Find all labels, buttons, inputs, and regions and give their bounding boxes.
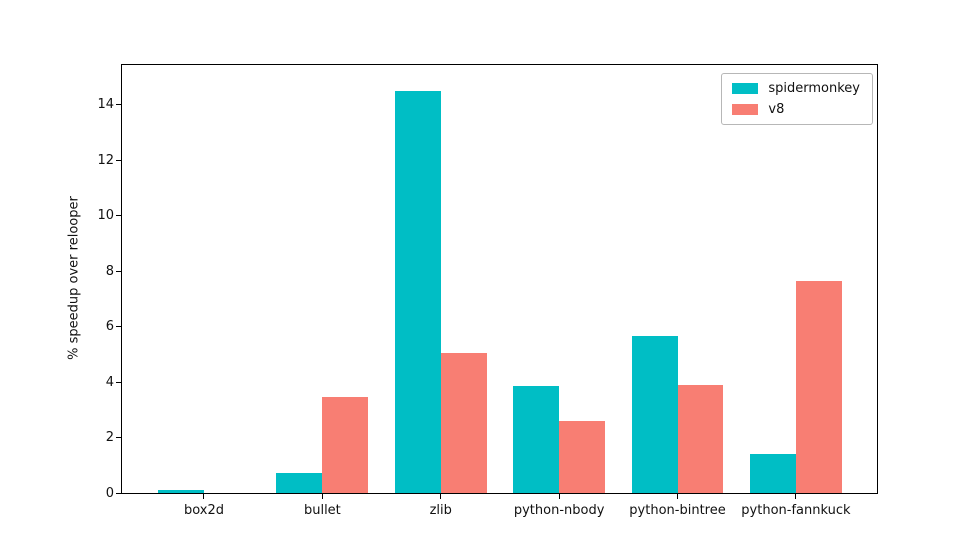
x-tick-mark (440, 494, 442, 499)
bar-spidermonkey-python-fannkuck (749, 454, 796, 493)
bar-spidermonkey-python-bintree (631, 336, 678, 493)
legend-entry-v8: v8 (732, 102, 860, 117)
x-tick-label-bullet: bullet (303, 503, 341, 518)
y-tick-label-4: 4 (105, 374, 114, 390)
bar-spidermonkey-python-nbody (513, 385, 560, 493)
bar-v8-python-bintree (677, 384, 724, 493)
y-tick-mark (116, 326, 121, 328)
bar-v8-zlib (440, 352, 487, 493)
bar-spidermonkey-bullet (276, 473, 323, 493)
legend-entry-spidermonkey: spidermonkey (732, 81, 860, 96)
x-tick-mark (203, 494, 205, 499)
x-tick-label-python-bintree: python-bintree (629, 503, 726, 518)
x-tick-label-python-fannkuck: python-fannkuck (741, 503, 851, 518)
y-tick-label-14: 14 (97, 97, 114, 113)
legend-box: spidermonkey v8 (721, 73, 873, 125)
y-tick-mark (116, 381, 121, 383)
bar-v8-python-nbody (559, 420, 606, 493)
legend-label-spidermonkey: spidermonkey (768, 81, 860, 96)
y-tick-mark (116, 104, 121, 106)
x-tick-label-box2d: box2d (183, 503, 224, 518)
legend-swatch-icon (732, 104, 759, 115)
legend-swatch-icon (732, 83, 759, 94)
y-tick-mark (116, 437, 121, 439)
y-tick-label-8: 8 (105, 263, 114, 279)
x-tick-label-zlib: zlib (429, 503, 452, 518)
x-tick-mark (321, 494, 323, 499)
y-tick-mark (116, 159, 121, 161)
y-tick-label-2: 2 (105, 430, 114, 446)
x-tick-label-python-nbody: python-nbody (513, 503, 605, 518)
bar-v8-python-fannkuck (795, 280, 842, 493)
bar-v8-bullet (322, 397, 369, 493)
x-tick-mark (795, 494, 797, 499)
bar-spidermonkey-box2d (158, 490, 204, 493)
y-tick-mark (116, 492, 121, 494)
x-tick-mark (677, 494, 679, 499)
y-tick-mark (116, 215, 121, 217)
legend-label-v8: v8 (768, 102, 785, 117)
bar-spidermonkey-zlib (394, 90, 441, 493)
y-tick-label-10: 10 (97, 208, 114, 224)
y-tick-label-6: 6 (105, 319, 114, 335)
y-tick-mark (116, 270, 121, 272)
plot-area: spidermonkey v8 box2d bullet zlib python-nbo… (97, 64, 878, 518)
y-tick-label-0: 0 (105, 485, 114, 501)
x-tick-mark (558, 494, 560, 499)
y-tick-label-12: 12 (97, 152, 114, 168)
